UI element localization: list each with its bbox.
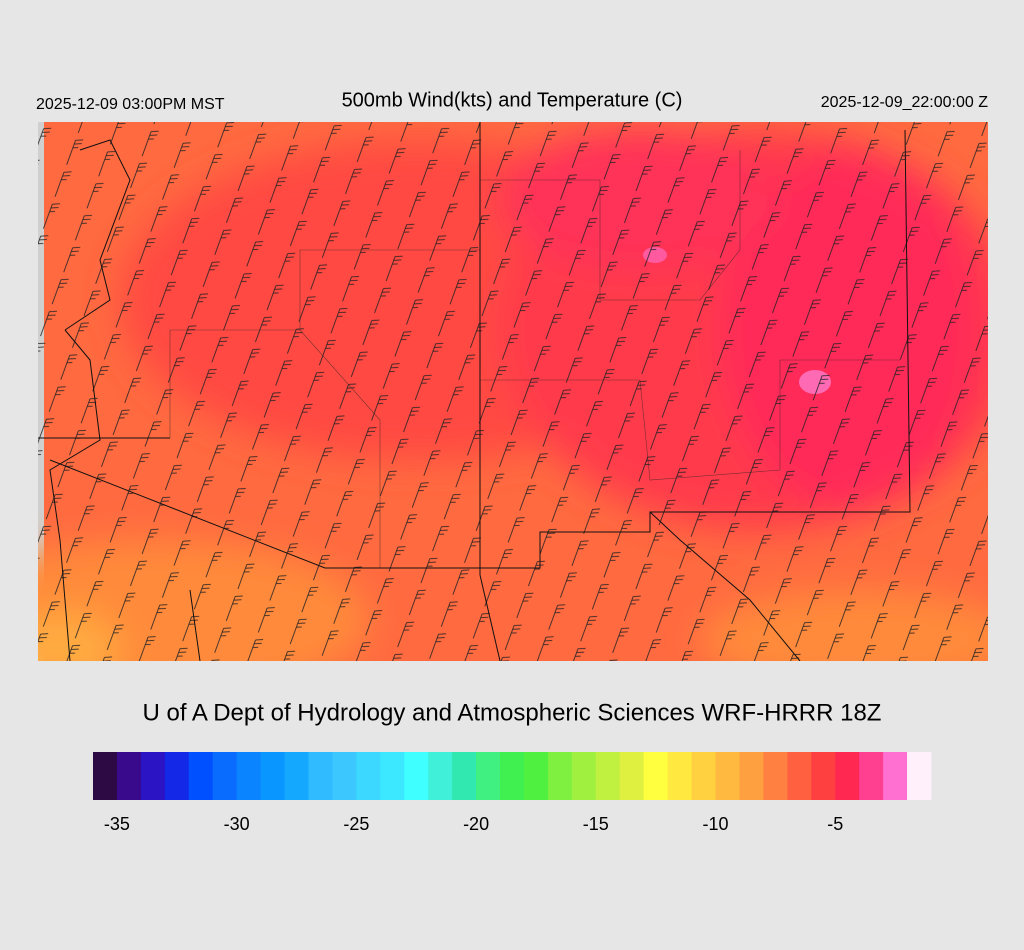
color-swatch [667, 752, 693, 800]
color-swatch [404, 752, 429, 800]
color-swatch [883, 752, 908, 800]
color-swatch [547, 752, 573, 800]
color-swatch [93, 752, 118, 800]
color-swatch [164, 752, 190, 800]
color-swatch [260, 752, 286, 800]
color-swatch [476, 752, 501, 800]
valid-time-local: 2025-12-09 03:00PM MST [36, 96, 225, 113]
color-swatch [380, 752, 405, 800]
colorbar-tick-label: -5 [827, 814, 843, 834]
colorbar-tick-label: -35 [104, 814, 130, 834]
valid-time-utc: 2025-12-09_22:00:00 Z [821, 94, 988, 111]
color-swatch [835, 752, 860, 800]
color-swatch [428, 752, 453, 800]
color-swatch [116, 752, 142, 800]
colorbar: -35 -30 -25 -20 -15 -10 -5 [93, 752, 932, 834]
color-swatch [691, 752, 717, 800]
color-swatch [643, 752, 669, 800]
color-swatch [739, 752, 764, 800]
color-swatch [763, 752, 788, 800]
color-swatch [308, 752, 333, 800]
color-swatch [787, 752, 812, 800]
color-swatch [212, 752, 238, 800]
color-swatch [859, 752, 884, 800]
colorbar-tick-label: -25 [343, 814, 369, 834]
color-swatch [907, 752, 932, 800]
color-swatch [811, 752, 836, 800]
colorbar-tick-label: -10 [703, 814, 729, 834]
color-swatch [188, 752, 214, 800]
map-title: 500mb Wind(kts) and Temperature (C) [342, 89, 683, 111]
color-swatch [332, 752, 357, 800]
color-swatch [571, 752, 597, 800]
color-swatch [140, 752, 166, 800]
credit: U of A Dept of Hydrology and Atmospheric… [143, 699, 882, 726]
color-swatch [595, 752, 621, 800]
colorbar-tick-label: -20 [463, 814, 489, 834]
colorbar-tick-label: -15 [583, 814, 609, 834]
color-swatch [284, 752, 309, 800]
color-swatch [715, 752, 740, 800]
color-swatch [236, 752, 262, 800]
color-swatch [500, 752, 525, 800]
color-swatch [356, 752, 381, 800]
colorbar-tick-label: -30 [224, 814, 250, 834]
map [38, 122, 988, 661]
color-swatch [523, 752, 549, 800]
color-swatch [619, 752, 645, 800]
color-swatch [452, 752, 477, 800]
